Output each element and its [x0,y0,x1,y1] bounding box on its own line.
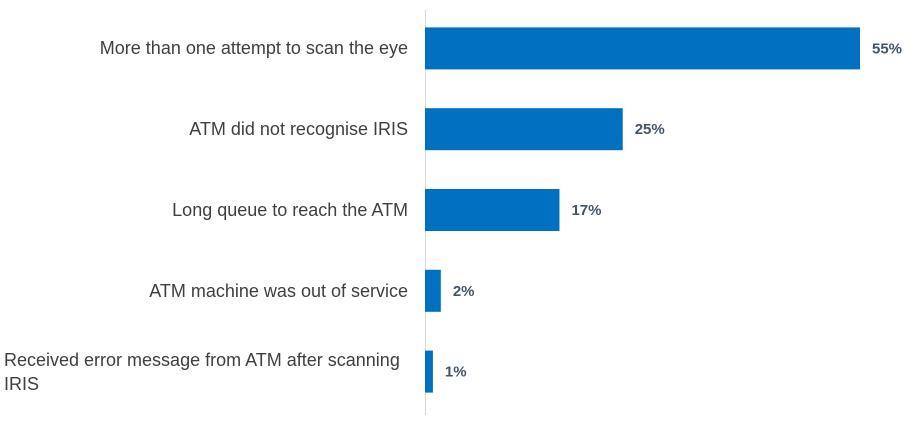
category-label: ATM did not recognise IRIS [4,89,408,170]
value-label: 25% [635,121,665,138]
category-label: Received error message from ATM after sc… [4,331,408,412]
bar [425,269,441,312]
category-text: ATM machine was out of service [149,280,408,301]
bar [425,189,560,231]
value-label: 17% [571,202,601,219]
value-label: 2% [453,283,475,300]
bar [425,27,860,70]
category-text: More than one attempt to scan the eye [99,38,408,59]
bar [425,108,623,151]
category-label: Long queue to reach the ATM [4,170,408,251]
category-text: Long queue to reach the ATM [172,199,408,220]
category-text: ATM did not recognise IRIS [189,119,408,140]
value-label: 1% [445,364,467,381]
category-label: More than one attempt to scan the eye [4,8,408,89]
value-label: 55% [872,40,902,57]
bar [425,350,433,393]
category-text: Received error message from ATM after sc… [4,349,400,394]
category-label: ATM machine was out of service [4,250,408,331]
